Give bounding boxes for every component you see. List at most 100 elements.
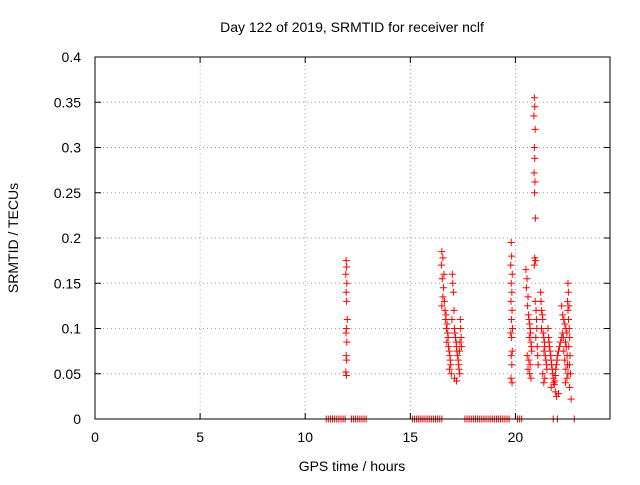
data-point	[551, 372, 559, 380]
data-point	[541, 374, 549, 382]
data-point	[527, 329, 535, 337]
data-point	[564, 279, 572, 287]
data-point	[565, 343, 573, 351]
data-point	[454, 352, 462, 360]
data-point	[451, 329, 459, 337]
data-point	[539, 370, 547, 378]
data-point	[343, 279, 351, 287]
y-tick-label: 0.3	[62, 140, 82, 156]
data-point	[527, 374, 535, 382]
x-tick-label: 20	[508, 429, 524, 445]
data-point	[526, 361, 534, 369]
data-point	[342, 372, 350, 380]
data-point	[552, 361, 560, 369]
data-point	[530, 144, 538, 151]
data-point	[532, 315, 540, 323]
data-point	[447, 361, 455, 369]
data-point	[566, 352, 574, 360]
data-point	[537, 325, 545, 332]
x-tick-label: 5	[196, 429, 204, 445]
data-point	[534, 352, 542, 360]
y-tick-label: 0.15	[54, 275, 81, 291]
data-point	[531, 297, 539, 305]
y-tick-label: 0	[73, 411, 81, 427]
data-point	[507, 315, 515, 323]
data-point	[565, 315, 573, 323]
data-point	[556, 343, 564, 351]
data-point	[565, 302, 573, 310]
data-markers	[322, 94, 578, 423]
y-axis-label: SRMTID / TECUs	[5, 183, 21, 293]
data-point	[563, 329, 571, 337]
data-point	[540, 347, 548, 355]
data-point	[447, 370, 455, 378]
data-point	[508, 361, 516, 369]
data-point	[507, 279, 515, 287]
data-point	[530, 169, 538, 177]
data-point	[456, 315, 464, 323]
data-point	[551, 388, 559, 396]
data-point	[550, 379, 558, 387]
y-tick-label: 0.35	[54, 94, 81, 110]
y-tick-label: 0.25	[54, 185, 81, 201]
data-point	[523, 275, 531, 283]
data-point	[342, 288, 350, 296]
data-point	[561, 338, 569, 346]
y-tick-label: 0.05	[54, 366, 81, 382]
data-point	[508, 306, 516, 314]
data-point	[562, 365, 570, 373]
data-point	[440, 297, 448, 305]
data-point	[342, 329, 350, 337]
data-point	[564, 306, 572, 314]
data-point	[547, 383, 555, 391]
data-point	[537, 288, 545, 296]
data-point	[507, 329, 515, 337]
data-point	[546, 347, 554, 355]
data-point	[507, 352, 515, 360]
data-point	[508, 379, 516, 387]
data-point	[343, 297, 351, 305]
data-point	[455, 347, 463, 355]
data-point	[342, 270, 350, 278]
y-tick-label: 0.2	[62, 230, 82, 246]
data-point	[438, 248, 446, 256]
data-point	[534, 361, 542, 369]
data-point	[560, 347, 568, 355]
data-point	[531, 178, 539, 186]
data-point	[508, 288, 516, 296]
data-point	[525, 315, 533, 323]
data-point	[456, 370, 464, 378]
data-point	[342, 368, 350, 376]
data-point	[533, 343, 541, 351]
data-point	[450, 306, 458, 314]
data-point	[458, 343, 466, 351]
data-point	[524, 293, 532, 301]
data-point	[439, 254, 447, 262]
data-point	[448, 315, 456, 323]
data-point	[437, 261, 445, 269]
data-point	[445, 347, 453, 355]
x-axis-label: GPS time / hours	[299, 458, 406, 474]
data-point	[453, 377, 461, 385]
data-point	[522, 266, 530, 274]
data-point	[525, 334, 533, 342]
data-point	[558, 302, 566, 310]
data-point	[566, 383, 574, 391]
data-point	[439, 293, 447, 301]
data-point	[457, 325, 465, 332]
data-point	[440, 284, 448, 292]
data-point	[539, 329, 547, 337]
data-point	[559, 334, 567, 342]
data-point	[438, 275, 446, 283]
data-point	[526, 370, 534, 378]
data-point	[559, 311, 567, 319]
data-point	[531, 154, 539, 162]
data-point	[507, 239, 515, 247]
data-point	[507, 261, 515, 269]
data-point	[530, 112, 538, 120]
data-point	[457, 334, 465, 342]
data-point	[537, 297, 545, 305]
data-point	[445, 343, 453, 351]
x-tick-label: 0	[91, 429, 99, 445]
